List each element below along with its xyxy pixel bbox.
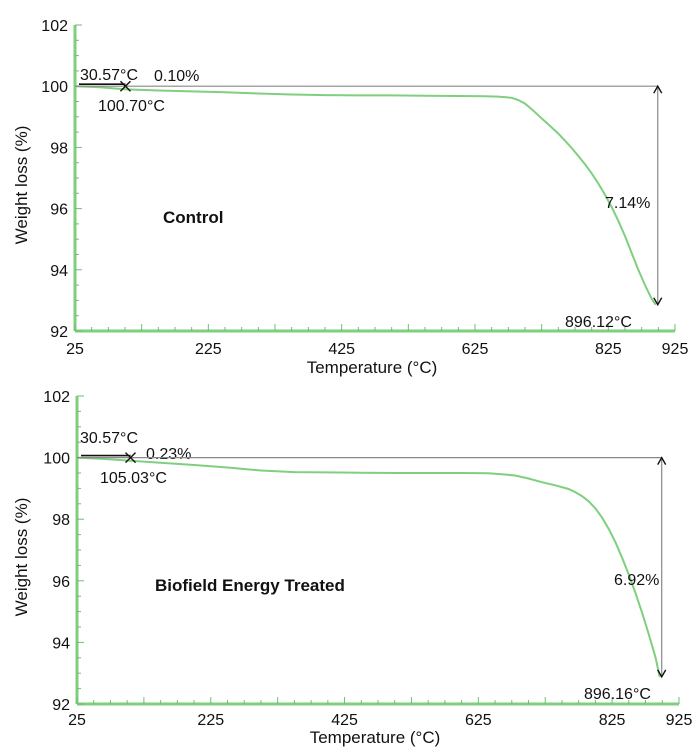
treated-sample-label: Biofield Energy Treated	[155, 576, 345, 595]
treated-end-temp-label: 896.16°C	[584, 686, 651, 703]
control-y-tick-label: 94	[50, 263, 68, 280]
treated-x-tick-label: 925	[666, 712, 693, 729]
control-weight-loss-curve	[74, 85, 657, 306]
control-x-tick-label: 925	[662, 341, 689, 358]
treated-x-tick-label: 625	[465, 712, 492, 729]
control-annotations: 30.57°C 0.10% 100.70°C 7.14% 896.12°C	[75, 67, 663, 331]
treated-arrow-head	[657, 669, 667, 679]
treated-start-temp-label: 30.57°C	[80, 430, 138, 447]
control-chart: 25 225 425 625 825 925 92 94 96 98 100 102 Tempera…	[12, 18, 688, 377]
control-y-tick-label: 100	[41, 79, 68, 96]
control-arrow-head	[653, 84, 663, 94]
treated-y-axis-label: Weight loss (%)	[12, 498, 31, 617]
control-sample-label: Control	[163, 208, 223, 227]
treated-annotations: 30.57°C 0.23% 105.03°C 6.92% 896.16°C	[77, 430, 667, 703]
treated-y-tick-label: 92	[52, 697, 70, 714]
control-step-marker	[119, 80, 131, 92]
treated-y-tick-label: 102	[43, 389, 70, 406]
treated-y-tick-label: 96	[52, 574, 70, 591]
treated-weight-loss-curve	[76, 456, 661, 678]
control-x-tick-label: 425	[328, 341, 355, 358]
control-x-axis-label: Temperature (°C)	[307, 358, 438, 377]
treated-y-tick-label: 98	[52, 512, 70, 529]
control-curve-line	[74, 85, 657, 306]
control-y-tick-label: 92	[50, 324, 68, 341]
control-x-tick-label: 225	[195, 341, 222, 358]
treated-chart: 25 225 425 625 825 925 92 94 96 98 100 102 Tempera…	[12, 389, 692, 747]
treated-x-tick-label: 225	[197, 712, 224, 729]
control-y-tick-label: 98	[50, 140, 68, 157]
control-x-tick-label: 25	[66, 341, 84, 358]
treated-total-loss-label: 6.92%	[614, 572, 659, 589]
treated-x-tick-label: 425	[331, 712, 358, 729]
treated-x-tick-labels: 25 225 425 625 825 925	[68, 712, 692, 729]
treated-step-marker	[125, 452, 137, 464]
treated-axes	[75, 395, 680, 706]
treated-y-tick-labels: 92 94 96 98 100 102	[43, 389, 70, 714]
control-start-temp-label: 30.57°C	[80, 67, 138, 84]
control-total-loss-label: 7.14%	[605, 195, 650, 212]
control-y-axis-label: Weight loss (%)	[12, 126, 31, 245]
control-step-loss-label: 0.10%	[154, 68, 199, 85]
control-x-tick-label: 825	[595, 341, 622, 358]
treated-step-loss-label: 0.23%	[146, 446, 191, 463]
control-step-temp-label: 100.70°C	[98, 98, 165, 115]
treated-x-tick-label: 825	[599, 712, 626, 729]
control-y-tick-label: 102	[41, 18, 68, 35]
control-y-tick-label: 96	[50, 202, 68, 219]
treated-y-tick-label: 94	[52, 635, 70, 652]
treated-x-tick-label: 25	[68, 712, 86, 729]
control-y-tick-labels: 92 94 96 98 100 102	[41, 18, 68, 341]
treated-step-temp-label: 105.03°C	[100, 470, 167, 487]
treated-x-axis-label: Temperature (°C)	[310, 728, 441, 747]
control-end-temp-label: 896.12°C	[565, 314, 632, 331]
treated-y-tick-label: 100	[43, 451, 70, 468]
control-x-tick-label: 625	[462, 341, 489, 358]
treated-arrow-head	[657, 456, 667, 465]
control-x-tick-labels: 25 225 425 625 825 925	[66, 341, 688, 358]
control-arrow-head	[653, 297, 663, 307]
treated-curve-line	[76, 456, 661, 678]
control-axes	[73, 24, 676, 333]
